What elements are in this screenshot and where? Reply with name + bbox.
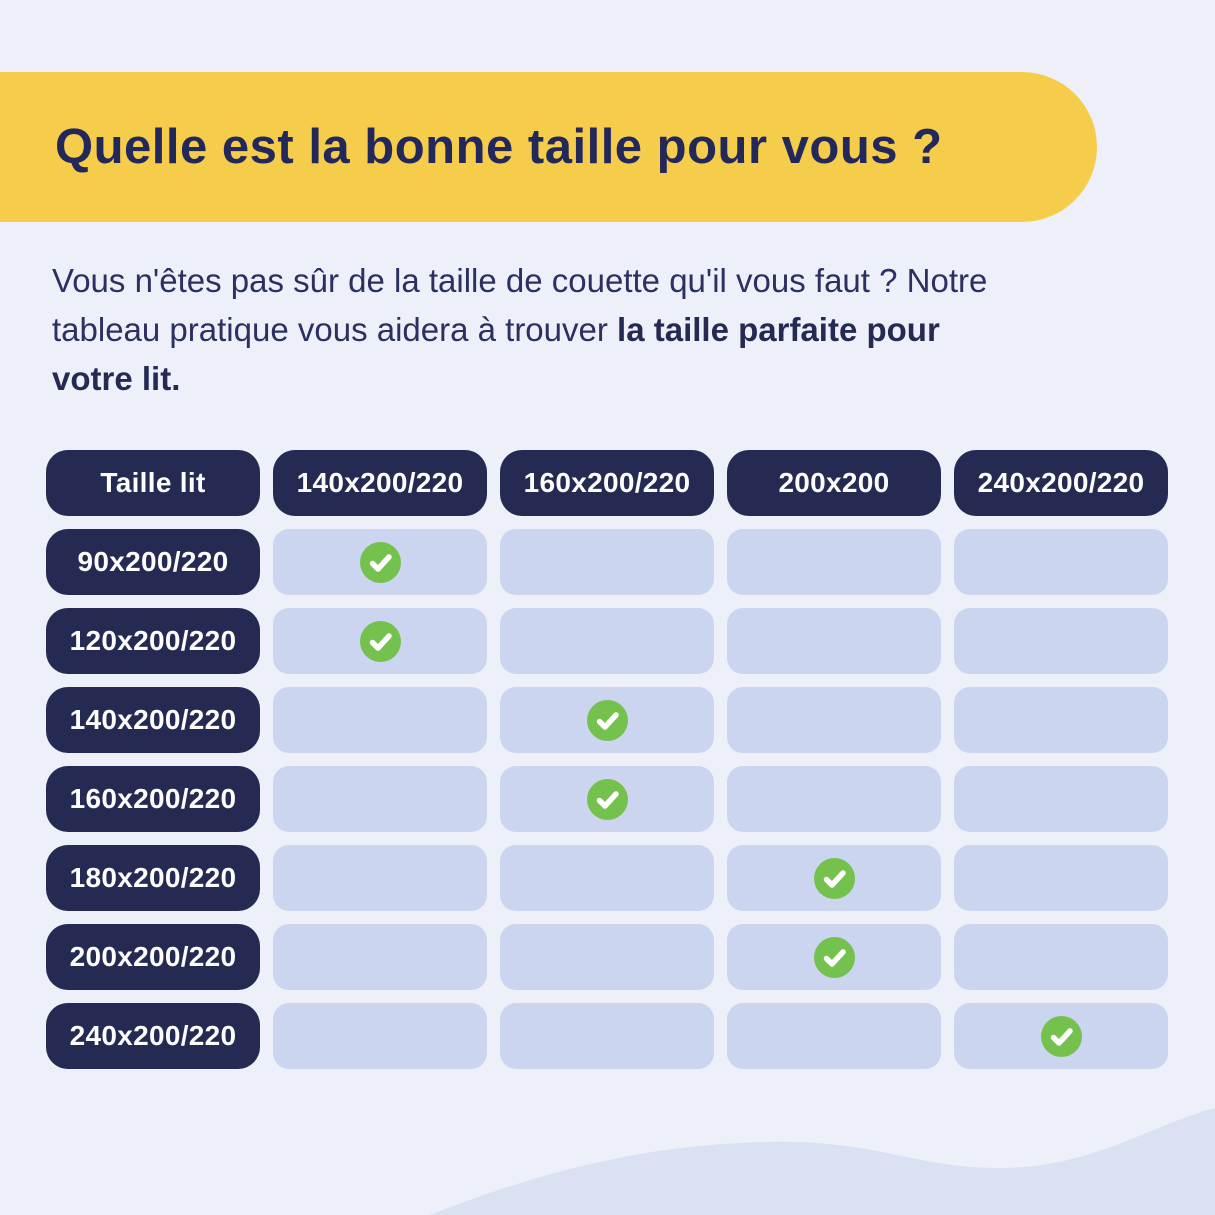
compat-cell-empty bbox=[954, 924, 1168, 990]
column-header-140x200-220: 140x200/220 bbox=[273, 450, 487, 516]
table-body: 90x200/220 120x200/220 140x200/220 160x200/… bbox=[46, 529, 1168, 1069]
intro-text: Vous n'êtes pas sûr de la taille de coue… bbox=[52, 256, 1017, 403]
compat-cell-empty bbox=[727, 1003, 941, 1069]
compat-cell-empty bbox=[727, 687, 941, 753]
compat-cell-empty bbox=[500, 608, 714, 674]
size-compatibility-table: Taille lit 140x200/220 160x200/220 200x200 2… bbox=[46, 450, 1168, 1082]
compat-cell-empty bbox=[273, 924, 487, 990]
compat-cell-checked bbox=[500, 766, 714, 832]
column-header-200x200: 200x200 bbox=[727, 450, 941, 516]
compat-cell-empty bbox=[954, 845, 1168, 911]
compat-cell-empty bbox=[954, 687, 1168, 753]
table-row: 240x200/220 bbox=[46, 1003, 1168, 1069]
table-row: 140x200/220 bbox=[46, 687, 1168, 753]
compat-cell-checked bbox=[273, 529, 487, 595]
compat-cell-empty bbox=[500, 924, 714, 990]
check-circle-icon bbox=[359, 541, 401, 583]
check-circle-icon bbox=[1040, 1015, 1082, 1057]
check-circle-icon bbox=[359, 620, 401, 662]
row-label-180x200-220: 180x200/220 bbox=[46, 845, 260, 911]
table-header-row: Taille lit 140x200/220 160x200/220 200x200 2… bbox=[46, 450, 1168, 516]
table-row: 200x200/220 bbox=[46, 924, 1168, 990]
compat-cell-empty bbox=[500, 529, 714, 595]
row-label-160x200-220: 160x200/220 bbox=[46, 766, 260, 832]
check-circle-icon bbox=[586, 699, 628, 741]
compat-cell-checked bbox=[273, 608, 487, 674]
table-row: 180x200/220 bbox=[46, 845, 1168, 911]
table-row: 160x200/220 bbox=[46, 766, 1168, 832]
table-row: 90x200/220 bbox=[46, 529, 1168, 595]
check-circle-icon bbox=[813, 857, 855, 899]
compat-cell-empty bbox=[954, 529, 1168, 595]
row-label-200x200-220: 200x200/220 bbox=[46, 924, 260, 990]
page-title: Quelle est la bonne taille pour vous ? bbox=[55, 120, 943, 174]
compat-cell-empty bbox=[273, 766, 487, 832]
compat-cell-checked bbox=[500, 687, 714, 753]
column-header-240x200-220: 240x200/220 bbox=[954, 450, 1168, 516]
compat-cell-empty bbox=[954, 608, 1168, 674]
column-header-160x200-220: 160x200/220 bbox=[500, 450, 714, 516]
compat-cell-empty bbox=[273, 1003, 487, 1069]
column-header-taille-lit: Taille lit bbox=[46, 450, 260, 516]
compat-cell-checked bbox=[954, 1003, 1168, 1069]
compat-cell-empty bbox=[727, 529, 941, 595]
compat-cell-empty bbox=[273, 845, 487, 911]
bottom-wave-decoration bbox=[430, 1108, 1215, 1215]
row-label-120x200-220: 120x200/220 bbox=[46, 608, 260, 674]
compat-cell-checked bbox=[727, 924, 941, 990]
check-circle-icon bbox=[586, 778, 628, 820]
intro-text-bold: la taille parfaite pour votre lit. bbox=[52, 311, 940, 397]
intro-text-regular: Vous n'êtes pas sûr de la taille de coue… bbox=[52, 262, 988, 348]
compat-cell-empty bbox=[954, 766, 1168, 832]
table-row: 120x200/220 bbox=[46, 608, 1168, 674]
compat-cell-empty bbox=[500, 1003, 714, 1069]
row-label-90x200-220: 90x200/220 bbox=[46, 529, 260, 595]
compat-cell-empty bbox=[500, 845, 714, 911]
row-label-240x200-220: 240x200/220 bbox=[46, 1003, 260, 1069]
row-label-140x200-220: 140x200/220 bbox=[46, 687, 260, 753]
check-circle-icon bbox=[813, 936, 855, 978]
compat-cell-checked bbox=[727, 845, 941, 911]
compat-cell-empty bbox=[273, 687, 487, 753]
title-banner: Quelle est la bonne taille pour vous ? bbox=[0, 72, 1097, 222]
compat-cell-empty bbox=[727, 608, 941, 674]
compat-cell-empty bbox=[727, 766, 941, 832]
